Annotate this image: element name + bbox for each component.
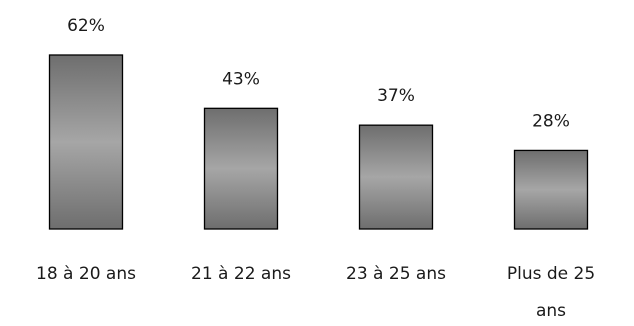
data-label-1: 43% [222,69,260,89]
data-label-3: 28% [532,111,570,131]
category-label-0: 18 à 20 ans [36,264,136,284]
bar-0 [48,54,124,230]
category-label-3-line-0: Plus de 25 [507,264,595,284]
category-label-3-line-1: ans [536,301,566,321]
data-label-0: 62% [67,16,105,36]
bars-layer [48,54,589,230]
category-labels-layer: 18 à 20 ans 21 à 22 ans 23 à 25 ans Plus de… [36,264,595,321]
data-labels-layer: 62% 43% 37% 28% [67,16,570,131]
category-label-2: 23 à 25 ans [346,264,446,284]
category-label-1: 21 à 22 ans [191,264,291,284]
data-label-2: 37% [377,86,415,106]
bar-2 [358,124,434,230]
bar-3 [513,149,589,230]
bar-1 [203,107,279,230]
